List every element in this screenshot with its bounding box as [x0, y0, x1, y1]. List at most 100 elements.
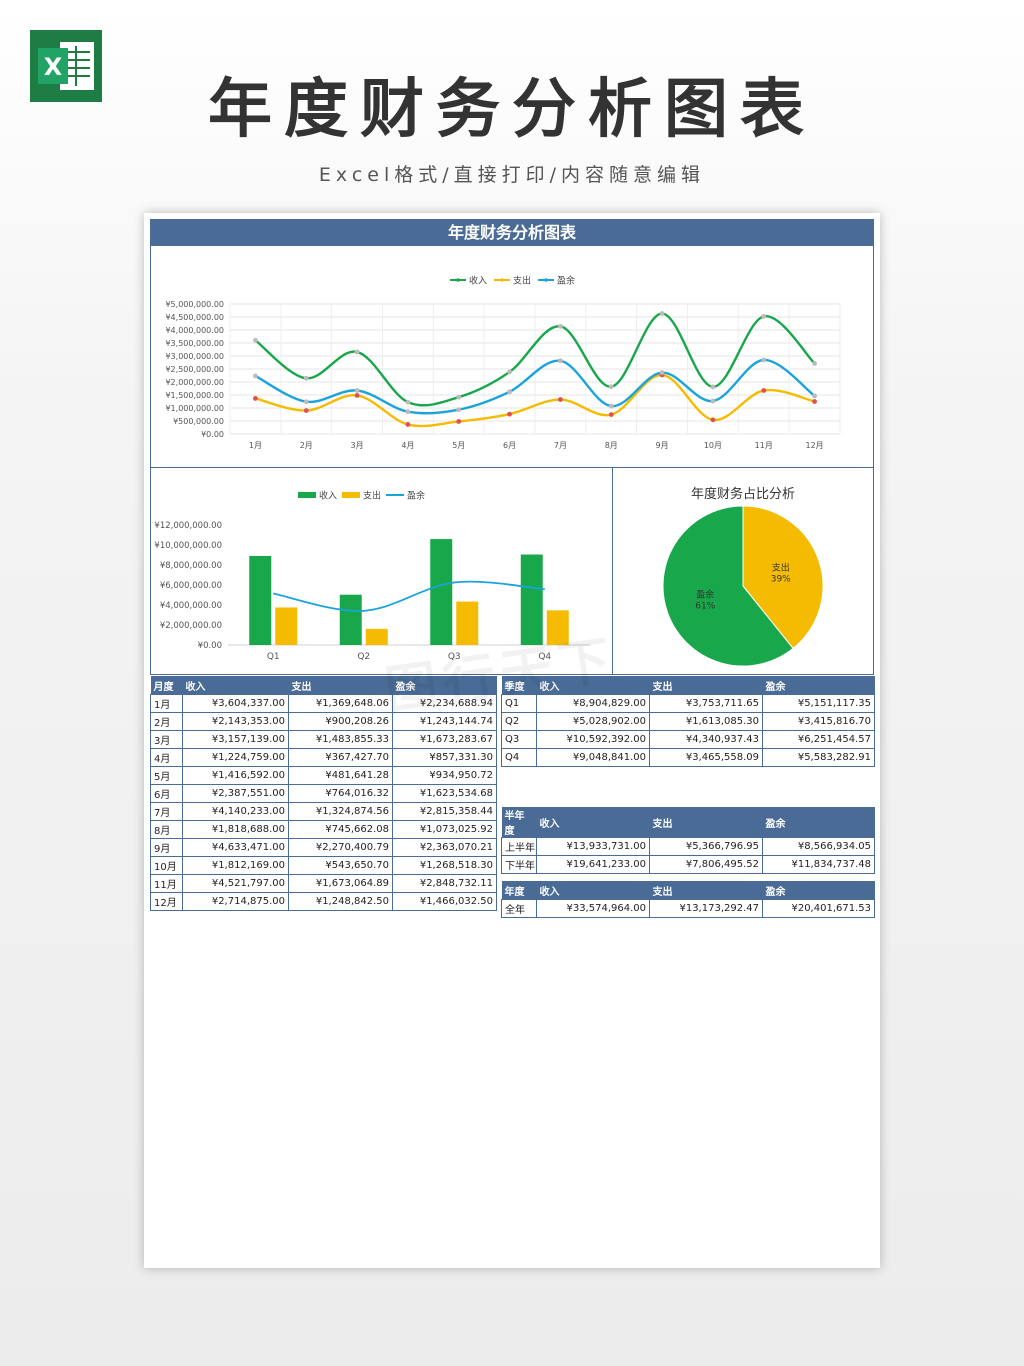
data-point	[659, 370, 665, 375]
quarter-cell[interactable]: Q3	[501, 730, 537, 749]
monthly-cell[interactable]: 12月	[150, 892, 183, 911]
monthly-cell[interactable]: ¥2,143,353.00	[182, 712, 289, 731]
half-year-cell[interactable]: ¥11,834,737.48	[762, 855, 875, 874]
bar-expense	[275, 607, 298, 645]
monthly-cell[interactable]: 7月	[150, 802, 183, 821]
pie-chart-frame	[612, 467, 874, 675]
half-year-cell[interactable]: ¥8,566,934.05	[762, 837, 875, 856]
quarter-cell[interactable]: ¥4,340,937.43	[649, 730, 763, 749]
monthly-cell[interactable]: ¥1,483,855.33	[288, 730, 393, 749]
data-point	[558, 358, 563, 364]
monthly-row: 10月 ¥1,812,169.00 ¥543,650.70 ¥1,268,518.30	[150, 856, 497, 875]
monthly-cell[interactable]: ¥4,633,471.00	[182, 838, 289, 857]
monthly-cell[interactable]: 6月	[150, 784, 183, 803]
quarter-cell[interactable]: ¥9,048,841.00	[536, 748, 650, 767]
quarter-cell[interactable]: ¥3,465,558.09	[649, 748, 763, 767]
half-year-cell[interactable]: ¥19,641,233.00	[536, 855, 650, 874]
sheet-banner: 年度财务分析图表	[150, 219, 874, 246]
monthly-cell[interactable]: ¥1,818,688.00	[182, 820, 289, 839]
monthly-cell[interactable]: 4月	[150, 748, 183, 767]
monthly-cell[interactable]: ¥543,650.70	[288, 856, 393, 875]
monthly-cell[interactable]: ¥2,815,358.44	[392, 802, 497, 821]
monthly-cell[interactable]: 9月	[150, 838, 183, 857]
monthly-cell[interactable]: ¥2,848,732.11	[392, 874, 497, 893]
quarter-cell[interactable]: ¥5,583,282.91	[762, 748, 875, 767]
legend-label-0: 收入	[469, 275, 487, 287]
x-tick-label: 4月	[401, 441, 414, 450]
spreadsheet-sheet: 年度财务分析图表 收入 支出 盈余 ¥5,000,000.00 ¥4,500,000.0…	[144, 213, 880, 1268]
data-point	[253, 373, 258, 379]
monthly-cell[interactable]: ¥1,324,874.56	[288, 802, 393, 821]
monthly-cell[interactable]: 10月	[150, 856, 183, 875]
monthly-cell[interactable]: 5月	[150, 766, 183, 785]
quarter-cell[interactable]: ¥10,592,392.00	[536, 730, 650, 749]
y-tick-label: ¥12,000,000.00	[154, 521, 222, 531]
x-tick-label: Q3	[448, 652, 461, 662]
monthly-cell[interactable]: 3月	[150, 730, 183, 749]
data-point	[608, 384, 614, 390]
quarter-cell[interactable]: Q4	[501, 748, 537, 767]
data-point	[710, 384, 716, 390]
half-year-cell[interactable]: ¥7,806,495.52	[649, 855, 763, 874]
monthly-cell[interactable]: ¥1,466,032.50	[392, 892, 497, 911]
year-cell[interactable]: 全年	[501, 899, 537, 918]
monthly-cell[interactable]: ¥1,224,759.00	[182, 748, 289, 767]
monthly-cell[interactable]: ¥1,673,283.67	[392, 730, 497, 749]
monthly-cell[interactable]: 8月	[150, 820, 183, 839]
year-header-cell: 盈余	[762, 881, 875, 900]
pie-label: 支出	[772, 562, 790, 574]
monthly-cell[interactable]: ¥934,950.72	[392, 766, 497, 785]
quarter-cell[interactable]: ¥1,613,085.30	[649, 712, 763, 731]
data-point	[812, 393, 817, 399]
legend-label-2: 盈余	[557, 275, 575, 287]
x-tick-label: 12月	[805, 441, 823, 450]
monthly-cell[interactable]: ¥2,714,875.00	[182, 892, 289, 911]
year-header-cell: 收入	[536, 881, 650, 900]
monthly-cell[interactable]: ¥2,387,551.00	[182, 784, 289, 803]
monthly-cell[interactable]: 1月	[150, 694, 183, 713]
quarter-cell[interactable]: ¥5,028,902.00	[536, 712, 650, 731]
quarter-cell[interactable]: ¥3,753,711.65	[649, 694, 763, 713]
series-line-surplus	[273, 580, 545, 612]
monthly-cell[interactable]: ¥1,812,169.00	[182, 856, 289, 875]
monthly-cell[interactable]: ¥745,662.08	[288, 820, 393, 839]
monthly-cell[interactable]: ¥3,157,139.00	[182, 730, 289, 749]
monthly-cell[interactable]: ¥900,208.26	[288, 712, 393, 731]
monthly-cell[interactable]: ¥3,604,337.00	[182, 694, 289, 713]
y-tick-label: ¥0.00	[201, 430, 224, 439]
year-cell[interactable]: ¥13,173,292.47	[649, 899, 763, 918]
y-tick-label: ¥2,500,000.00	[165, 365, 224, 374]
monthly-cell[interactable]: ¥1,623,534.68	[392, 784, 497, 803]
monthly-cell[interactable]: ¥1,268,518.30	[392, 856, 497, 875]
monthly-cell[interactable]: ¥367,427.70	[288, 748, 393, 767]
monthly-cell[interactable]: ¥481,641.28	[288, 766, 393, 785]
quarter-cell[interactable]: ¥3,415,816.70	[762, 712, 875, 731]
half-year-header-cell: 收入	[536, 807, 650, 838]
monthly-cell[interactable]: ¥1,416,592.00	[182, 766, 289, 785]
monthly-cell[interactable]: ¥2,363,070.21	[392, 838, 497, 857]
quarter-cell[interactable]: ¥6,251,454.57	[762, 730, 875, 749]
year-cell[interactable]: ¥33,574,964.00	[536, 899, 650, 918]
half-year-cell[interactable]: 下半年	[501, 855, 537, 874]
monthly-cell[interactable]: ¥2,270,400.79	[288, 838, 393, 857]
monthly-cell[interactable]: 11月	[150, 874, 183, 893]
monthly-cell[interactable]: ¥1,248,842.50	[288, 892, 393, 911]
half-year-cell[interactable]: ¥5,366,796.95	[649, 837, 763, 856]
monthly-cell[interactable]: ¥857,331.30	[392, 748, 497, 767]
monthly-cell[interactable]: ¥1,073,025.92	[392, 820, 497, 839]
monthly-cell[interactable]: ¥1,369,648.06	[288, 694, 393, 713]
half-year-cell[interactable]: 上半年	[501, 837, 537, 856]
monthly-cell[interactable]: ¥1,673,064.89	[288, 874, 393, 893]
quarter-header-cell: 支出	[649, 676, 763, 695]
half-year-header-row: 半年度 收入 支出 盈余	[501, 807, 875, 838]
monthly-cell[interactable]: ¥764,016.32	[288, 784, 393, 803]
monthly-cell[interactable]: 2月	[150, 712, 183, 731]
data-point	[710, 417, 716, 423]
half-year-cell[interactable]: ¥13,933,731.00	[536, 837, 650, 856]
year-cell[interactable]: ¥20,401,671.53	[762, 899, 875, 918]
quarter-cell[interactable]: ¥5,151,117.35	[762, 694, 875, 713]
quarter-cell[interactable]: Q2	[501, 712, 537, 731]
quarter-header-cell: 季度	[501, 676, 537, 695]
monthly-cell[interactable]: ¥4,140,233.00	[182, 802, 289, 821]
monthly-cell[interactable]: ¥4,521,797.00	[182, 874, 289, 893]
